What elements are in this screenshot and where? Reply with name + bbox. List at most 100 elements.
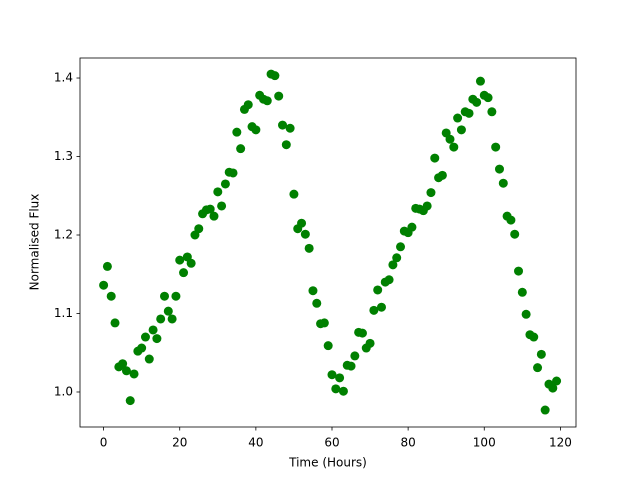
point [160, 291, 170, 301]
point [129, 369, 139, 379]
point [118, 359, 128, 369]
point [125, 396, 135, 406]
point [373, 285, 383, 295]
point [376, 302, 386, 312]
x-tick-label: 120 [549, 436, 572, 450]
point [335, 373, 345, 383]
point [274, 91, 284, 101]
point [331, 384, 341, 394]
point [517, 287, 527, 297]
point [99, 280, 109, 290]
point [396, 242, 406, 252]
point [281, 140, 291, 150]
point [300, 229, 310, 239]
y-tick-label: 1.3 [54, 149, 73, 163]
point [464, 108, 474, 118]
y-tick-label: 1.2 [54, 228, 73, 242]
point [491, 142, 501, 152]
point [110, 318, 120, 328]
point [536, 349, 546, 359]
point [521, 309, 531, 319]
x-tick-label: 20 [172, 436, 187, 450]
point [498, 178, 508, 188]
point [456, 125, 466, 135]
point [140, 332, 150, 342]
point [251, 125, 261, 135]
point [278, 120, 288, 130]
point [319, 318, 329, 328]
point [213, 187, 223, 197]
point [540, 405, 550, 415]
point [270, 71, 280, 81]
point [304, 243, 314, 253]
point [506, 215, 516, 225]
point [430, 153, 440, 163]
point [494, 164, 504, 174]
point [510, 229, 520, 239]
point [289, 189, 299, 199]
point [121, 366, 131, 376]
point [175, 255, 185, 265]
point [449, 142, 459, 152]
point [167, 314, 177, 324]
point [285, 123, 295, 133]
point [346, 361, 356, 371]
y-axis-label: Normalised Flux [28, 194, 42, 291]
x-tick-label: 40 [248, 436, 263, 450]
point [445, 134, 455, 144]
point [453, 113, 463, 123]
point [194, 224, 204, 234]
point [102, 261, 112, 271]
point [384, 275, 394, 285]
point [327, 370, 337, 380]
x-axis-label: Time (Hours) [288, 456, 367, 470]
x-tick-label: 60 [324, 436, 339, 450]
point [297, 218, 307, 228]
point [529, 332, 539, 342]
point [243, 100, 253, 110]
x-tick-label: 100 [473, 436, 496, 450]
point [422, 201, 432, 211]
point [137, 343, 147, 353]
point [262, 96, 272, 106]
point [437, 170, 447, 180]
point [308, 286, 318, 296]
y-tick-label: 1.4 [54, 71, 73, 85]
point [407, 222, 417, 232]
point [106, 291, 116, 301]
point [152, 334, 162, 344]
point [148, 325, 158, 335]
x-tick-label: 0 [100, 436, 108, 450]
point [171, 291, 181, 301]
point [365, 338, 375, 348]
point [514, 266, 524, 276]
point [163, 306, 173, 316]
point [312, 298, 322, 308]
point [144, 354, 154, 364]
point [323, 341, 333, 351]
point [426, 188, 436, 198]
point [487, 107, 497, 117]
point [205, 204, 215, 214]
point [236, 144, 246, 154]
point [220, 179, 230, 189]
point [392, 253, 402, 263]
point [472, 97, 482, 107]
point [179, 268, 189, 278]
point [533, 363, 543, 373]
point [228, 168, 238, 178]
plot-frame [79, 57, 577, 428]
point [350, 351, 360, 361]
point [209, 211, 219, 221]
point [552, 376, 562, 386]
point [369, 305, 379, 315]
point [475, 76, 485, 86]
point [548, 383, 558, 393]
point [388, 260, 398, 270]
point [338, 386, 348, 396]
y-tick-label: 1.0 [54, 384, 73, 398]
point [156, 314, 166, 324]
point [217, 201, 227, 211]
